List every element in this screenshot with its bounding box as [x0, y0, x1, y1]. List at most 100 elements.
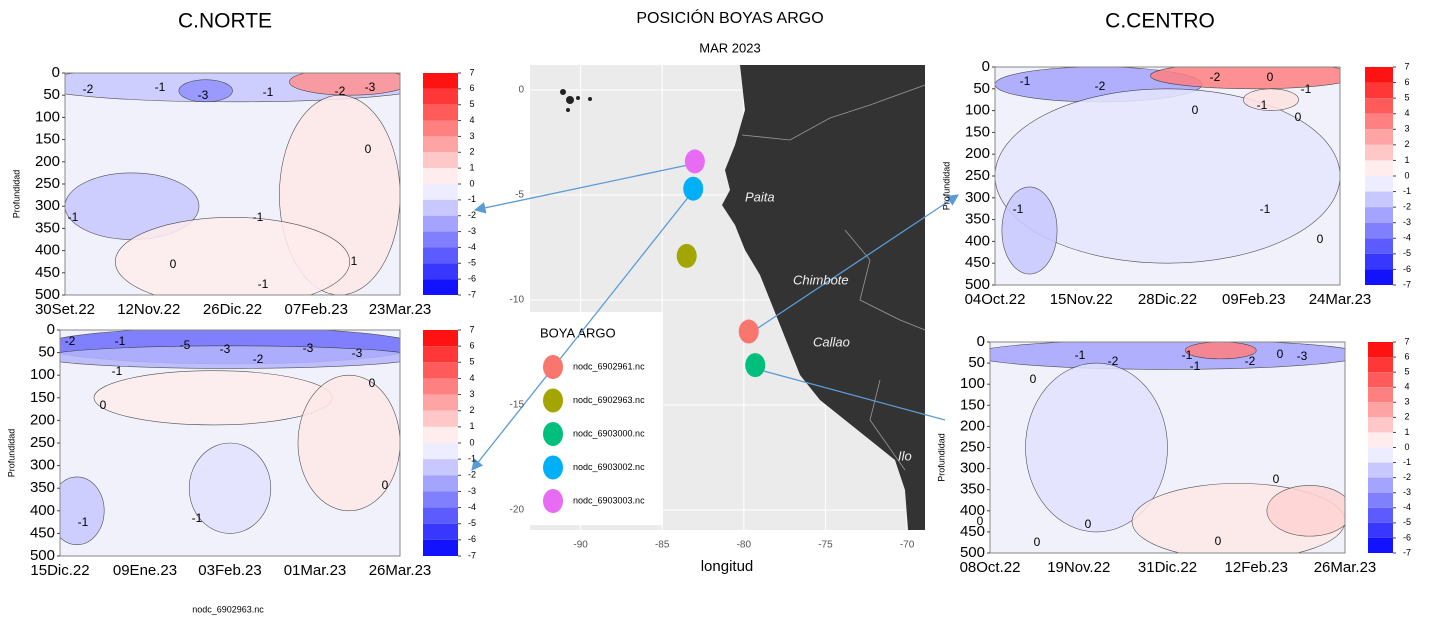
colorbar-label: 6: [1404, 351, 1409, 361]
y-tick-label: 0: [47, 321, 55, 338]
colorbar-label: -2: [1403, 202, 1411, 212]
colorbar-label: 4: [469, 373, 474, 383]
y-tick-label: 50: [973, 80, 990, 97]
field-blob: [995, 88, 1340, 264]
y-tick-label: -10: [510, 295, 525, 306]
map-xlabel: longitud: [701, 558, 754, 575]
y-tick-label: -15: [510, 400, 525, 411]
colorbar-step: [423, 507, 458, 524]
colorbar-step: [1368, 387, 1393, 403]
y-tick-label: 100: [30, 366, 55, 383]
y-tick-label: 0: [977, 333, 985, 350]
contour-label: -1: [263, 85, 274, 99]
contour-label: -3: [198, 88, 209, 102]
contour-label: -1: [1260, 202, 1271, 216]
colorbar-label: 3: [469, 389, 474, 399]
y-tick-label: 0: [982, 58, 990, 75]
x-tick-label: 04Oct.22: [965, 291, 1026, 308]
y-tick-label: 400: [35, 242, 60, 259]
colorbar-step: [423, 184, 458, 200]
colorbar-label: -3: [1403, 487, 1411, 497]
colorbar-step: [423, 168, 458, 184]
y-axis-label: Profundidad: [941, 162, 951, 211]
colorbar-label: 1: [469, 163, 474, 173]
colorbar-label: 0: [469, 437, 474, 447]
colorbar-step: [1365, 98, 1393, 114]
colorbar-step: [1365, 269, 1393, 285]
contour-label: 0: [100, 398, 107, 412]
legend-label: nodc_6903002.nc: [573, 462, 645, 472]
colorbar-label: -7: [1403, 279, 1411, 289]
x-tick-label: -85: [655, 540, 670, 551]
colorbar-label: -6: [468, 534, 476, 544]
place-label: Paita: [745, 189, 775, 204]
colorbar-label: 2: [1404, 412, 1409, 422]
colorbar-label: -6: [1403, 264, 1411, 274]
border: [741, 84, 926, 141]
colorbar-step: [423, 362, 458, 379]
colorbar-label: 0: [1404, 442, 1409, 452]
legend-title: BOYA ARGO: [540, 325, 616, 340]
contour-label: -1: [192, 511, 203, 525]
buoy: [745, 353, 766, 378]
colorbar-step: [423, 378, 458, 395]
colorbar-label: 1: [1404, 427, 1409, 437]
colorbar-step: [423, 152, 458, 169]
colorbar-step: [423, 247, 458, 264]
contour-label: 0: [1085, 517, 1092, 531]
colorbar-step: [1368, 492, 1393, 508]
contour-label: -2: [253, 352, 264, 366]
y-tick-label: 250: [35, 175, 60, 192]
y-tick-label: 500: [35, 286, 60, 303]
y-tick-label: 350: [35, 219, 60, 236]
colorbar-step: [1365, 176, 1393, 192]
y-tick-label: 150: [35, 131, 60, 148]
colorbar-step: [1368, 447, 1393, 463]
colorbar-step: [1368, 417, 1393, 433]
place-label: Ilo: [898, 448, 912, 463]
contour-label: -1: [1182, 348, 1193, 362]
colorbar-label: 4: [469, 115, 474, 125]
field-blob: [60, 345, 400, 369]
colorbar-label: -7: [1403, 547, 1411, 557]
x-tick-label: 15Dic.22: [30, 562, 89, 579]
colorbar-label: 2: [469, 405, 474, 415]
contour-label: 0: [1030, 372, 1037, 386]
y-axis-label: Profundidad: [936, 433, 946, 482]
y-tick-label: 100: [965, 102, 990, 119]
colorbar-label: -1: [468, 454, 476, 464]
y-tick-label: 0: [52, 64, 60, 81]
contour-label: -2: [1095, 79, 1106, 93]
y-tick-label: 250: [30, 434, 55, 451]
colorbar-label: -4: [468, 502, 476, 512]
colorbar-step: [1365, 253, 1393, 270]
field-blob: [1149, 67, 1340, 90]
colorbar-step: [1368, 342, 1393, 358]
colorbar-label: 5: [469, 357, 474, 367]
colorbar-label: 0: [1404, 170, 1409, 180]
colorbar-label: -6: [1403, 532, 1411, 542]
colorbar-step: [1368, 462, 1393, 478]
contour-label: -2: [1108, 354, 1119, 368]
field-blob: [1001, 186, 1058, 275]
colorbar-step: [1365, 82, 1393, 99]
contour-label: -1: [68, 210, 79, 224]
colorbar-label: -2: [468, 210, 476, 220]
colorbar-step: [1368, 507, 1393, 523]
colorbar-label: 5: [1404, 367, 1409, 377]
colorbar-step: [1368, 522, 1393, 538]
x-tick-label: 28Dic.22: [1138, 291, 1197, 308]
colorbar-step: [1365, 144, 1393, 161]
x-tick-label: 31Dic.22: [1138, 559, 1197, 576]
colorbar-step: [423, 215, 458, 232]
border: [869, 379, 906, 471]
x-tick-label: -80: [737, 540, 752, 551]
footer: nodc_6902963.nc: [192, 604, 264, 614]
colorbar-step: [1365, 129, 1393, 145]
colorbar-label: 1: [469, 421, 474, 431]
x-tick-label: 12Feb.23: [1225, 559, 1288, 576]
contour-label: -3: [365, 80, 376, 94]
colorbar-step: [423, 136, 458, 153]
colorbar-label: -4: [1403, 233, 1411, 243]
y-tick-label: 350: [965, 211, 990, 228]
